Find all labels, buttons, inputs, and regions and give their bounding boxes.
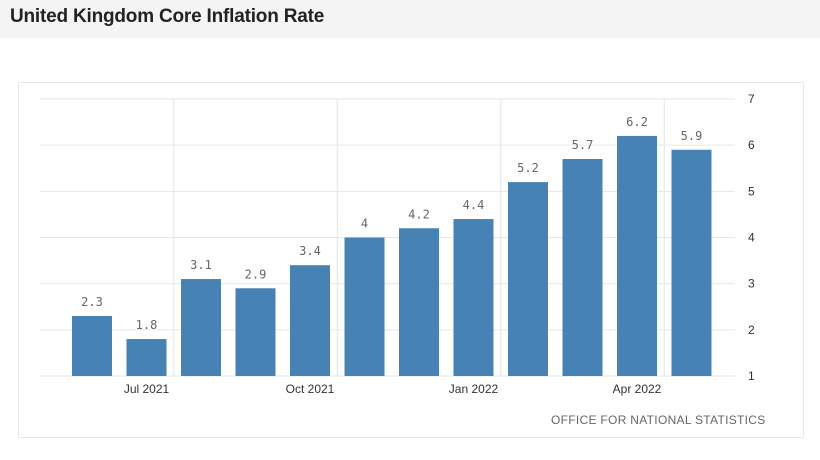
bar xyxy=(290,265,330,376)
y-tick-label: 3 xyxy=(748,277,755,291)
y-tick-label: 4 xyxy=(748,231,755,245)
data-label: 3.4 xyxy=(299,244,321,258)
bar xyxy=(671,149,712,376)
bar xyxy=(72,315,112,376)
data-label: 4.4 xyxy=(463,198,485,212)
bar xyxy=(453,219,494,376)
data-label: 4.2 xyxy=(408,207,430,221)
bar xyxy=(562,159,603,376)
y-tick-label: 6 xyxy=(748,138,755,152)
bar xyxy=(508,182,548,376)
y-tick-label: 7 xyxy=(748,92,755,106)
x-tick-label: Oct 2021 xyxy=(286,382,335,396)
x-tick-label: Jan 2022 xyxy=(449,382,499,396)
x-axis: Jul 2021 Oct 2021 Jan 2022 Apr 2022 xyxy=(124,382,662,396)
data-label: 2.9 xyxy=(245,267,267,281)
data-label: 5.2 xyxy=(517,161,539,175)
bar xyxy=(344,237,385,376)
spacer xyxy=(0,38,820,82)
data-label: 5.7 xyxy=(572,138,594,152)
y-tick-label: 5 xyxy=(748,184,755,198)
source-label: OFFICE FOR NATIONAL STATISTICS xyxy=(551,413,766,427)
data-labels: 2.3 1.8 3.1 2.9 3.4 4 4.2 4.4 5.2 5.7 6.2 5.9 xyxy=(81,115,702,332)
bar xyxy=(617,135,657,376)
data-label: 1.8 xyxy=(136,318,158,332)
bar xyxy=(126,339,167,376)
data-label: 6.2 xyxy=(626,115,648,129)
bar xyxy=(181,279,221,376)
x-tick-label: Jul 2021 xyxy=(124,382,170,396)
y-tick-label: 2 xyxy=(748,323,755,337)
header-bar: United Kingdom Core Inflation Rate xyxy=(0,0,820,38)
y-axis: 1 2 3 4 5 6 7 xyxy=(748,92,755,383)
bars xyxy=(72,135,712,376)
data-label: 3.1 xyxy=(190,258,212,272)
y-tick-label: 1 xyxy=(748,369,755,383)
data-label: 4 xyxy=(361,217,368,231)
data-label: 5.9 xyxy=(681,129,703,143)
bar xyxy=(235,288,276,376)
x-tick-label: Apr 2022 xyxy=(613,382,662,396)
data-label: 2.3 xyxy=(81,295,103,309)
bar xyxy=(399,228,439,376)
page-title: United Kingdom Core Inflation Rate xyxy=(10,6,325,27)
